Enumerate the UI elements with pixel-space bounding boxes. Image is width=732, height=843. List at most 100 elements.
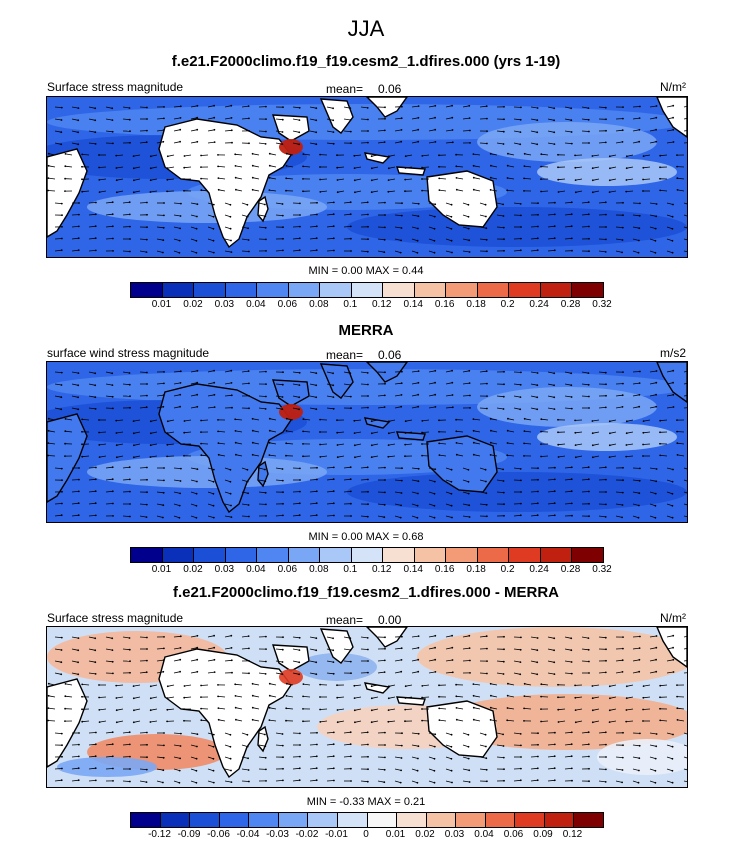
colorbar-swatch [397, 813, 427, 827]
panel-2-units: m/s2 [660, 346, 686, 360]
panel-2-mean-value: 0.06 [378, 348, 401, 362]
colorbar-swatch [509, 548, 541, 562]
colorbar-tick-label: 0.04 [246, 564, 265, 575]
colorbar-swatch [194, 548, 226, 562]
colorbar-tick-label: -0.04 [237, 829, 260, 840]
panel-1-map [46, 96, 688, 258]
colorbar-tick-label: 0.09 [533, 829, 552, 840]
panel-3-minmax: MIN = -0.33 MAX = 0.21 [0, 796, 732, 808]
page-title: JJA [0, 16, 732, 42]
colorbar-swatch [415, 548, 447, 562]
panel-1-mean-value: 0.06 [378, 82, 401, 96]
colorbar-tick-label: 0.01 [386, 829, 405, 840]
panel-2-minmax: MIN = 0.00 MAX = 0.68 [0, 531, 732, 543]
colorbar-tick-label: 0.01 [152, 564, 171, 575]
panel-2-colorbar-labels: 0.01 0.02 0.03 0.04 0.06 0.08 0.1 0.12 0.14 0.16 0… [130, 564, 602, 578]
colorbar-swatch [289, 283, 321, 297]
panel-1-minmax: MIN = 0.00 MAX = 0.44 [0, 265, 732, 277]
colorbar-swatch [509, 283, 541, 297]
colorbar-tick-label: 0.32 [592, 564, 611, 575]
panel-2-title: MERRA [0, 322, 732, 339]
colorbar-swatch [352, 548, 384, 562]
colorbar-swatch [163, 548, 195, 562]
colorbar-swatch [320, 548, 352, 562]
colorbar-tick-label: 0.03 [215, 564, 234, 575]
panel-1-title: f.e21.F2000climo.f19_f19.cesm2_1.dfires.… [0, 53, 732, 70]
colorbar-tick-label: 0.12 [563, 829, 582, 840]
colorbar-tick-label: 0.28 [561, 564, 580, 575]
colorbar-swatch [478, 548, 510, 562]
colorbar-swatch [131, 813, 161, 827]
colorbar-tick-label: 0.06 [278, 299, 297, 310]
colorbar-swatch [574, 813, 603, 827]
colorbar-tick-label: 0.12 [372, 299, 391, 310]
colorbar-swatch [541, 283, 573, 297]
colorbar-tick-label: -0.09 [178, 829, 201, 840]
panel-2-map [46, 361, 688, 523]
colorbar-swatch [427, 813, 457, 827]
panel-3-map [46, 626, 688, 788]
colorbar-swatch [194, 283, 226, 297]
colorbar-swatch [320, 283, 352, 297]
colorbar-tick-label: 0.06 [278, 564, 297, 575]
colorbar-swatch [338, 813, 368, 827]
colorbar-tick-label: 0.08 [309, 564, 328, 575]
panel-1-map-plot [47, 97, 687, 257]
panel-3-units: N/m² [660, 611, 686, 625]
colorbar-tick-label: 0.04 [246, 299, 265, 310]
colorbar-swatch [446, 548, 478, 562]
panel-2-mean-label: mean= [326, 348, 363, 362]
colorbar-tick-label: 0.18 [466, 299, 485, 310]
colorbar-tick-label: 0.2 [501, 299, 515, 310]
colorbar-tick-label: 0.16 [435, 299, 454, 310]
colorbar-tick-label: 0.18 [466, 564, 485, 575]
panel-3-variable-label: Surface stress magnitude [47, 611, 183, 625]
colorbar-tick-label: 0.04 [474, 829, 493, 840]
colorbar-tick-label: 0.03 [215, 299, 234, 310]
colorbar-swatch [220, 813, 250, 827]
colorbar-swatch [131, 548, 163, 562]
colorbar-tick-label: 0.03 [445, 829, 464, 840]
colorbar-swatch [308, 813, 338, 827]
colorbar-swatch [446, 283, 478, 297]
colorbar-swatch [515, 813, 545, 827]
colorbar-swatch [352, 283, 384, 297]
colorbar-tick-label: 0.02 [183, 299, 202, 310]
colorbar-tick-label: 0.14 [403, 564, 422, 575]
colorbar-tick-label: 0.14 [403, 299, 422, 310]
panel-1-units: N/m² [660, 80, 686, 94]
colorbar-swatch [226, 283, 258, 297]
colorbar-tick-label: 0.01 [152, 299, 171, 310]
colorbar-tick-label: 0.32 [592, 299, 611, 310]
colorbar-swatch [226, 548, 258, 562]
colorbar-tick-label: 0.12 [372, 564, 391, 575]
colorbar-tick-label: 0.02 [183, 564, 202, 575]
panel-1-mean-label: mean= [326, 82, 363, 96]
colorbar-swatch [572, 283, 603, 297]
colorbar-tick-label: -0.01 [325, 829, 348, 840]
colorbar-tick-label: 0.1 [343, 564, 357, 575]
colorbar-swatch [383, 283, 415, 297]
colorbar-swatch [486, 813, 516, 827]
colorbar-swatch [131, 283, 163, 297]
panel-3-mean-value: 0.00 [378, 613, 401, 627]
colorbar-swatch [478, 283, 510, 297]
colorbar-tick-label: -0.06 [207, 829, 230, 840]
colorbar-swatch [249, 813, 279, 827]
colorbar-swatch [279, 813, 309, 827]
panel-3-mean-label: mean= [326, 613, 363, 627]
colorbar-swatch [545, 813, 575, 827]
colorbar-swatch [368, 813, 398, 827]
colorbar-tick-label: 0 [363, 829, 369, 840]
colorbar-swatch [161, 813, 191, 827]
colorbar-tick-label: 0.24 [529, 564, 548, 575]
colorbar-tick-label: 0.16 [435, 564, 454, 575]
panel-3-colorbar [130, 812, 604, 828]
colorbar-swatch [289, 548, 321, 562]
panel-2-colorbar [130, 547, 604, 563]
colorbar-swatch [190, 813, 220, 827]
colorbar-tick-label: 0.1 [343, 299, 357, 310]
panel-1-colorbar [130, 282, 604, 298]
